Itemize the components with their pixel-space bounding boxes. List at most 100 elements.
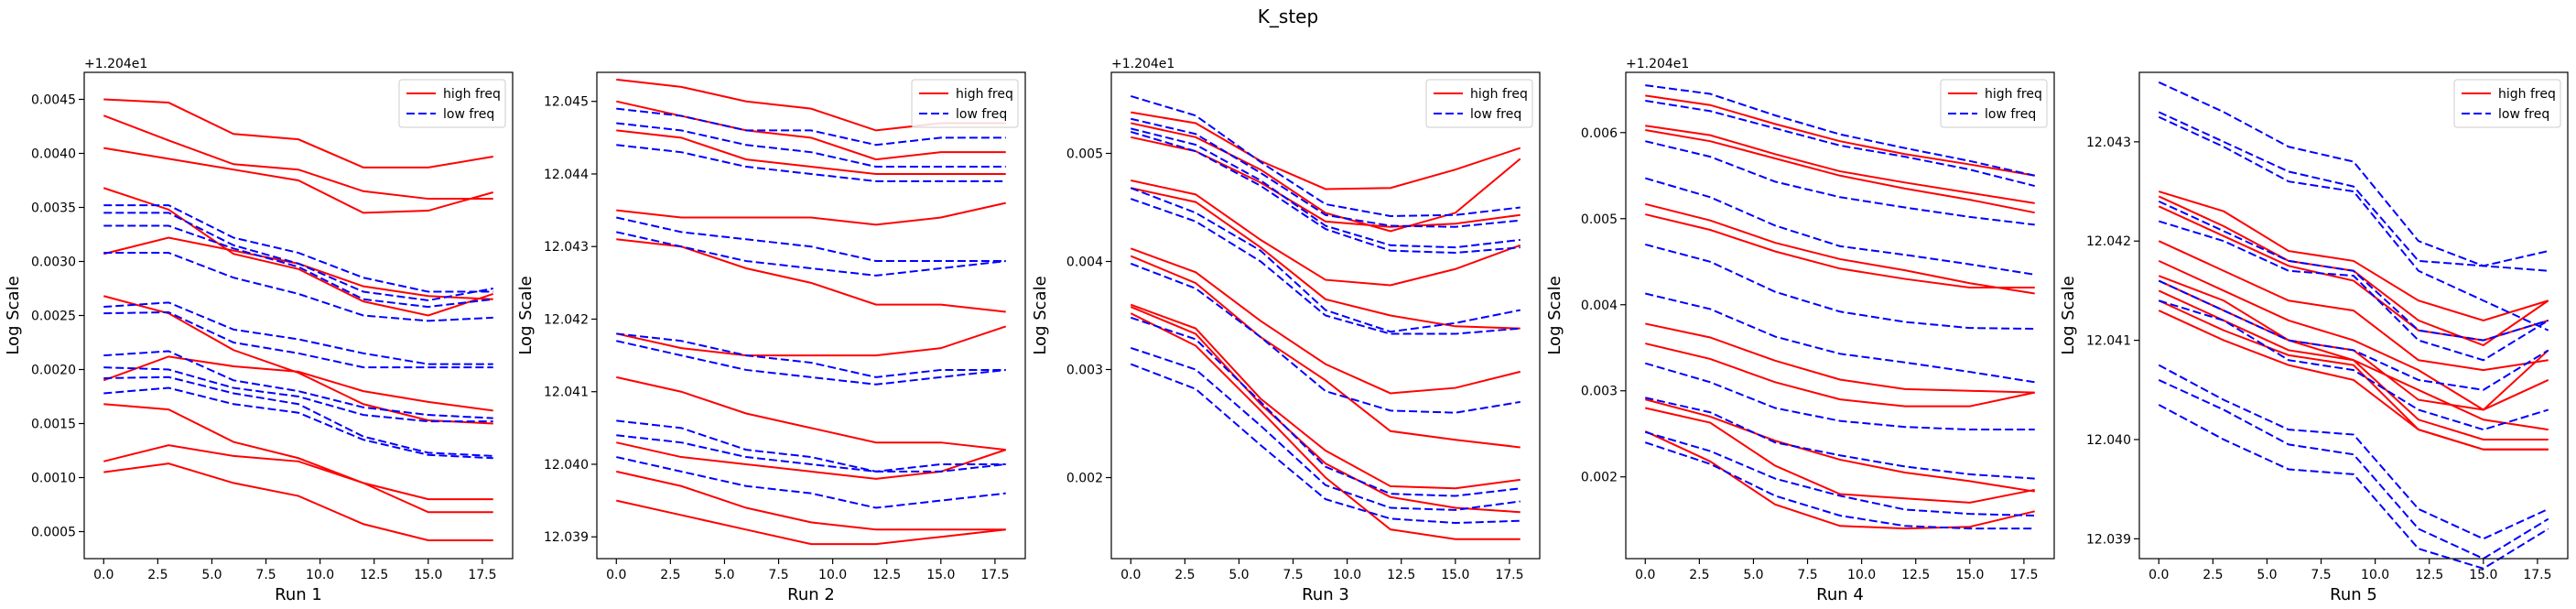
x-tick-label: 12.5	[872, 568, 901, 582]
x-tick-label: 0.0	[1635, 568, 1655, 582]
y-tick-label: 12.039	[2086, 532, 2131, 547]
series-line-high-8	[2158, 279, 2549, 440]
x-tick-label: 12.5	[2415, 568, 2443, 582]
x-tick-label: 17.5	[2009, 568, 2038, 582]
series-line-high-7	[1130, 255, 1521, 449]
y-tick-label: 0.0025	[31, 310, 76, 324]
x-tick-label: 12.5	[1387, 568, 1415, 582]
x-tick-label: 7.5	[2311, 568, 2331, 582]
series-line-high-6	[616, 325, 1007, 357]
series-line-low-13	[616, 144, 1006, 182]
series-line-low-20	[1644, 441, 2035, 530]
y-tick-label: 0.0010	[31, 472, 76, 486]
y-tick-label: 0.0030	[31, 256, 76, 270]
legend-box	[398, 79, 506, 128]
legend-label-high: high freq	[2498, 87, 2556, 102]
series-line-high-5	[1645, 213, 2035, 288]
y-tick-label: 0.0045	[31, 93, 76, 108]
y-tick-label: 12.044	[544, 168, 589, 182]
series-line-low-17	[1644, 362, 2035, 431]
series-line-high-6	[1645, 322, 2035, 394]
series-line-high-3	[616, 129, 1006, 175]
axes-frame	[1110, 71, 1541, 560]
series-line-low-15	[103, 301, 493, 365]
series-line-low-15	[1130, 187, 1521, 333]
series-line-low-19	[616, 434, 1006, 473]
y-tick-label: 0.002	[1581, 471, 1618, 485]
series-line-low-19	[103, 375, 493, 457]
series-line-low-16	[103, 310, 493, 369]
x-tick-label: 0.0	[606, 568, 626, 582]
y-tick-label: 12.045	[544, 95, 589, 110]
y-tick-label: 12.042	[2086, 234, 2131, 249]
series-line-low-16	[616, 332, 1006, 378]
axes-frame	[83, 71, 514, 560]
legend-label-high: high freq	[956, 87, 1013, 102]
series-line-high-10	[1130, 312, 1521, 540]
x-tick-label: 2.5	[660, 568, 680, 582]
y-tick-label: 0.0040	[31, 147, 76, 162]
legend: high freq low freq	[398, 79, 506, 128]
series-line-high-9	[1130, 306, 1521, 514]
series-line-low-14	[1644, 177, 2035, 276]
y-tick-label: 12.040	[544, 458, 589, 473]
legend-label-low: low freq	[1985, 107, 2036, 122]
series-line-high-9	[616, 470, 1006, 531]
series-line-low-15	[1645, 243, 2035, 331]
series-line-low-18	[1130, 316, 1521, 497]
y-tick-label: 12.043	[544, 240, 589, 255]
x-tick-label: 5.0	[714, 568, 734, 582]
series-line-low-14	[2158, 200, 2549, 342]
x-tick-label: 5.0	[1743, 568, 1763, 582]
series-line-high-1	[1645, 94, 2035, 177]
series-line-high-10	[1644, 430, 2035, 530]
y-tick-label: 12.043	[2086, 136, 2131, 150]
series-line-low-12	[1131, 117, 1521, 228]
legend-label-low: low freq	[2498, 107, 2549, 122]
series-line-low-17	[616, 340, 1006, 386]
series-line-high-8	[103, 403, 493, 501]
axes-frame	[596, 71, 1026, 560]
series-line-high-4	[1131, 179, 1521, 287]
series-line-high-8	[616, 441, 1007, 480]
y-tick-label: 12.042	[544, 312, 589, 327]
legend-label-low: low freq	[956, 107, 1007, 122]
series-line-high-3	[1131, 136, 1521, 228]
x-axis-label: Run 2	[787, 585, 835, 604]
chart-panel-2: 0.0 2.5 5.0 7.5 10.0 12.5 15.0 17.5 12.039 12.040…	[516, 71, 1026, 604]
series-line-low-15	[616, 231, 1006, 277]
legend-box	[1940, 79, 2048, 128]
y-axis-label: Log Scale	[1545, 276, 1564, 354]
series-line-low-18	[103, 366, 493, 423]
x-tick-label: 10.0	[2361, 568, 2389, 582]
legend: high freq low freq	[1940, 79, 2048, 128]
series-line-high-3	[1645, 128, 2035, 214]
series-line-high-2	[1131, 122, 1521, 233]
series-line-high-10	[103, 462, 493, 541]
x-tick-label: 10.0	[1847, 568, 1876, 582]
x-axis-label: Run 1	[275, 585, 322, 604]
x-tick-label: 2.5	[147, 568, 168, 582]
series-line-high-10	[616, 499, 1006, 546]
series-line-high-4	[2158, 240, 2549, 372]
y-tick-label: 0.005	[1581, 212, 1618, 227]
x-tick-label: 7.5	[1797, 568, 1817, 582]
x-tick-label: 10.0	[818, 568, 847, 582]
series-line-low-20	[2158, 404, 2549, 570]
y-tick-label: 12.040	[2086, 433, 2131, 448]
x-tick-label: 7.5	[1283, 568, 1303, 582]
series-line-high-10	[2158, 310, 2549, 451]
series-line-high-8	[1130, 303, 1521, 490]
panels: 0.0 2.5 5.0 7.5 10.0 12.5 15.0 17.5 0.0005 0.0010…	[4, 57, 2569, 604]
x-axis-label: Run 3	[1302, 585, 1349, 604]
series-line-low-20	[616, 456, 1006, 509]
series-line-low-13	[1131, 127, 1521, 249]
series-line-high-1	[1131, 111, 1521, 190]
x-tick-label: 17.5	[2523, 568, 2551, 582]
x-tick-label: 2.5	[1689, 568, 1709, 582]
figure-title: K_step	[1258, 5, 1318, 27]
series-line-low-17	[103, 350, 493, 419]
x-tick-label: 15.0	[2469, 568, 2497, 582]
series-line-low-15	[2158, 220, 2549, 362]
series-line-high-2	[1645, 125, 2035, 204]
